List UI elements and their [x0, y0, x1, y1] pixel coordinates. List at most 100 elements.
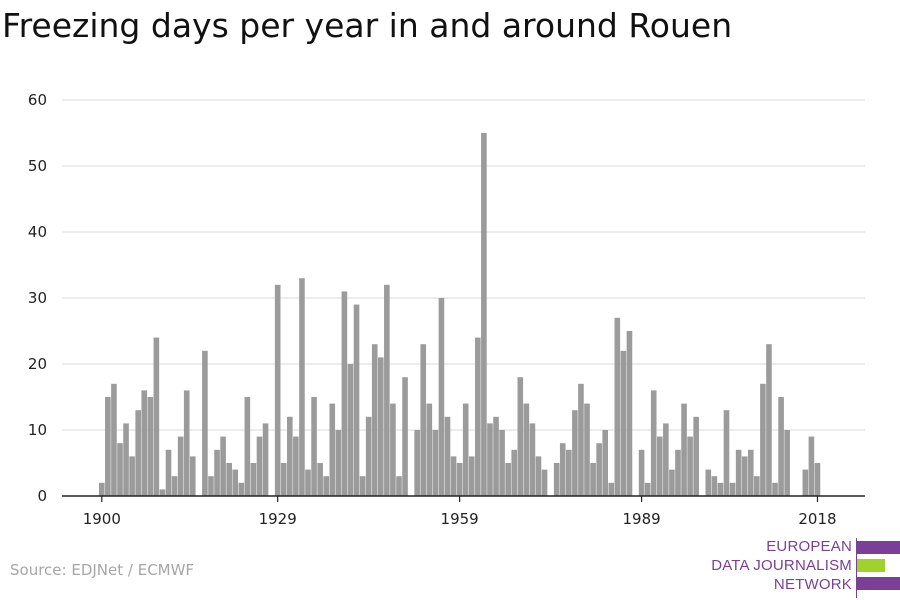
bar-1942	[353, 304, 360, 496]
logo-line-data-journalism: DATA JOURNALISM	[711, 557, 852, 574]
bar-1941	[347, 364, 354, 496]
bar-1900	[99, 482, 105, 496]
gridlines	[62, 99, 865, 431]
bar-2006	[741, 456, 748, 496]
bar-1997	[687, 436, 693, 496]
y-tick-label: 0	[37, 487, 47, 505]
bar-1991	[650, 390, 657, 496]
bar-1912	[171, 476, 178, 496]
bar-2018	[814, 463, 821, 496]
bar-1981	[590, 463, 596, 496]
logo-bar-purple-top	[857, 541, 900, 554]
bar-1904	[123, 423, 129, 496]
bar-1946	[377, 357, 384, 496]
logo-bar-purple-bottom	[857, 577, 900, 590]
logo-bar-green	[857, 559, 885, 572]
x-tick-labels: 1900 1929 1959 1989 2018	[83, 510, 837, 528]
y-tick-label: 40	[28, 223, 47, 241]
bar-1953	[420, 344, 427, 496]
bar-1983	[602, 430, 608, 496]
bar-1971	[529, 423, 536, 496]
bar-1903	[117, 443, 123, 496]
x-tick-label: 1959	[441, 510, 479, 528]
bar-1965	[493, 416, 499, 496]
bar-1985	[614, 317, 621, 496]
bar-1911	[165, 449, 172, 496]
bar-1952	[414, 430, 420, 496]
bar-1958	[450, 456, 457, 496]
y-tick-label: 10	[28, 421, 47, 439]
bar-1962	[475, 337, 481, 496]
y-tick-label: 50	[28, 157, 47, 175]
bar-1964	[487, 423, 493, 496]
bar-1937	[323, 476, 329, 496]
bar-1967	[505, 463, 511, 496]
bar-1922	[232, 469, 239, 496]
bar-2017	[808, 436, 815, 496]
logo-line-network: NETWORK	[773, 576, 852, 593]
bar-1998	[693, 416, 699, 496]
bar-1950	[402, 377, 408, 496]
y-tick-labels: 0 10 20 30 40 50 60	[28, 91, 47, 505]
source-note: Source: EDJNet / ECMWF	[10, 561, 195, 579]
chart-title: Freezing days per year in and around Rou…	[2, 6, 733, 45]
bar-1939	[335, 430, 342, 496]
bar-1940	[341, 291, 348, 496]
bar-1909	[153, 337, 160, 496]
bar-1992	[656, 436, 663, 496]
bar-2016	[802, 469, 809, 496]
bar-1938	[329, 403, 336, 496]
bar-1907	[141, 390, 148, 496]
bar-1918	[208, 476, 214, 496]
bar-1901	[105, 397, 111, 496]
x-tick-label: 1929	[259, 510, 297, 528]
logo-divider	[856, 538, 857, 598]
bar-1913	[177, 436, 184, 496]
bar-1934	[305, 469, 311, 496]
bar-1954	[426, 403, 433, 496]
x-axis	[62, 495, 865, 502]
bar-1947	[384, 284, 390, 496]
bar-2008	[754, 476, 760, 496]
x-tick-label: 1989	[622, 510, 660, 528]
bar-1995	[675, 449, 681, 496]
bar-1906	[135, 410, 141, 496]
bar-1993	[663, 423, 669, 496]
bar-1927	[262, 423, 269, 496]
bar-1948	[390, 403, 396, 496]
bar-2002	[717, 482, 724, 496]
bar-1921	[226, 463, 232, 496]
bar-1982	[596, 443, 602, 496]
bar-1920	[220, 436, 226, 496]
bar-1984	[608, 482, 615, 496]
bar-2007	[747, 449, 754, 496]
x-tick-label: 1900	[83, 510, 121, 528]
bar-1925	[250, 463, 257, 496]
bar-2003	[723, 410, 730, 496]
bar-2004	[729, 482, 736, 496]
bar-1914	[183, 390, 190, 496]
edjnet-logo: EUROPEAN DATA JOURNALISM NETWORK	[705, 538, 900, 598]
y-tick-label: 30	[28, 289, 47, 307]
bar-1945	[371, 344, 378, 496]
bar-1969	[517, 377, 524, 496]
bar-1975	[553, 463, 560, 496]
bar-1994	[669, 469, 675, 496]
bar-2005	[735, 449, 742, 496]
bar-1943	[359, 476, 366, 496]
bar-1908	[147, 397, 154, 496]
bar-2009	[760, 383, 766, 496]
bar-1968	[511, 449, 518, 496]
bar-1987	[626, 331, 633, 496]
bar-1926	[256, 436, 263, 496]
bar-1923	[238, 482, 245, 496]
logo-line-european: EUROPEAN	[766, 538, 852, 555]
bar-1932	[293, 436, 299, 496]
bar-1924	[244, 397, 251, 496]
x-tick-label: 2018	[798, 510, 836, 528]
bar-1989	[638, 449, 645, 496]
bar-1931	[287, 416, 293, 496]
bar-1963	[481, 133, 487, 496]
bar-1970	[523, 403, 530, 496]
bar-2011	[772, 482, 778, 496]
